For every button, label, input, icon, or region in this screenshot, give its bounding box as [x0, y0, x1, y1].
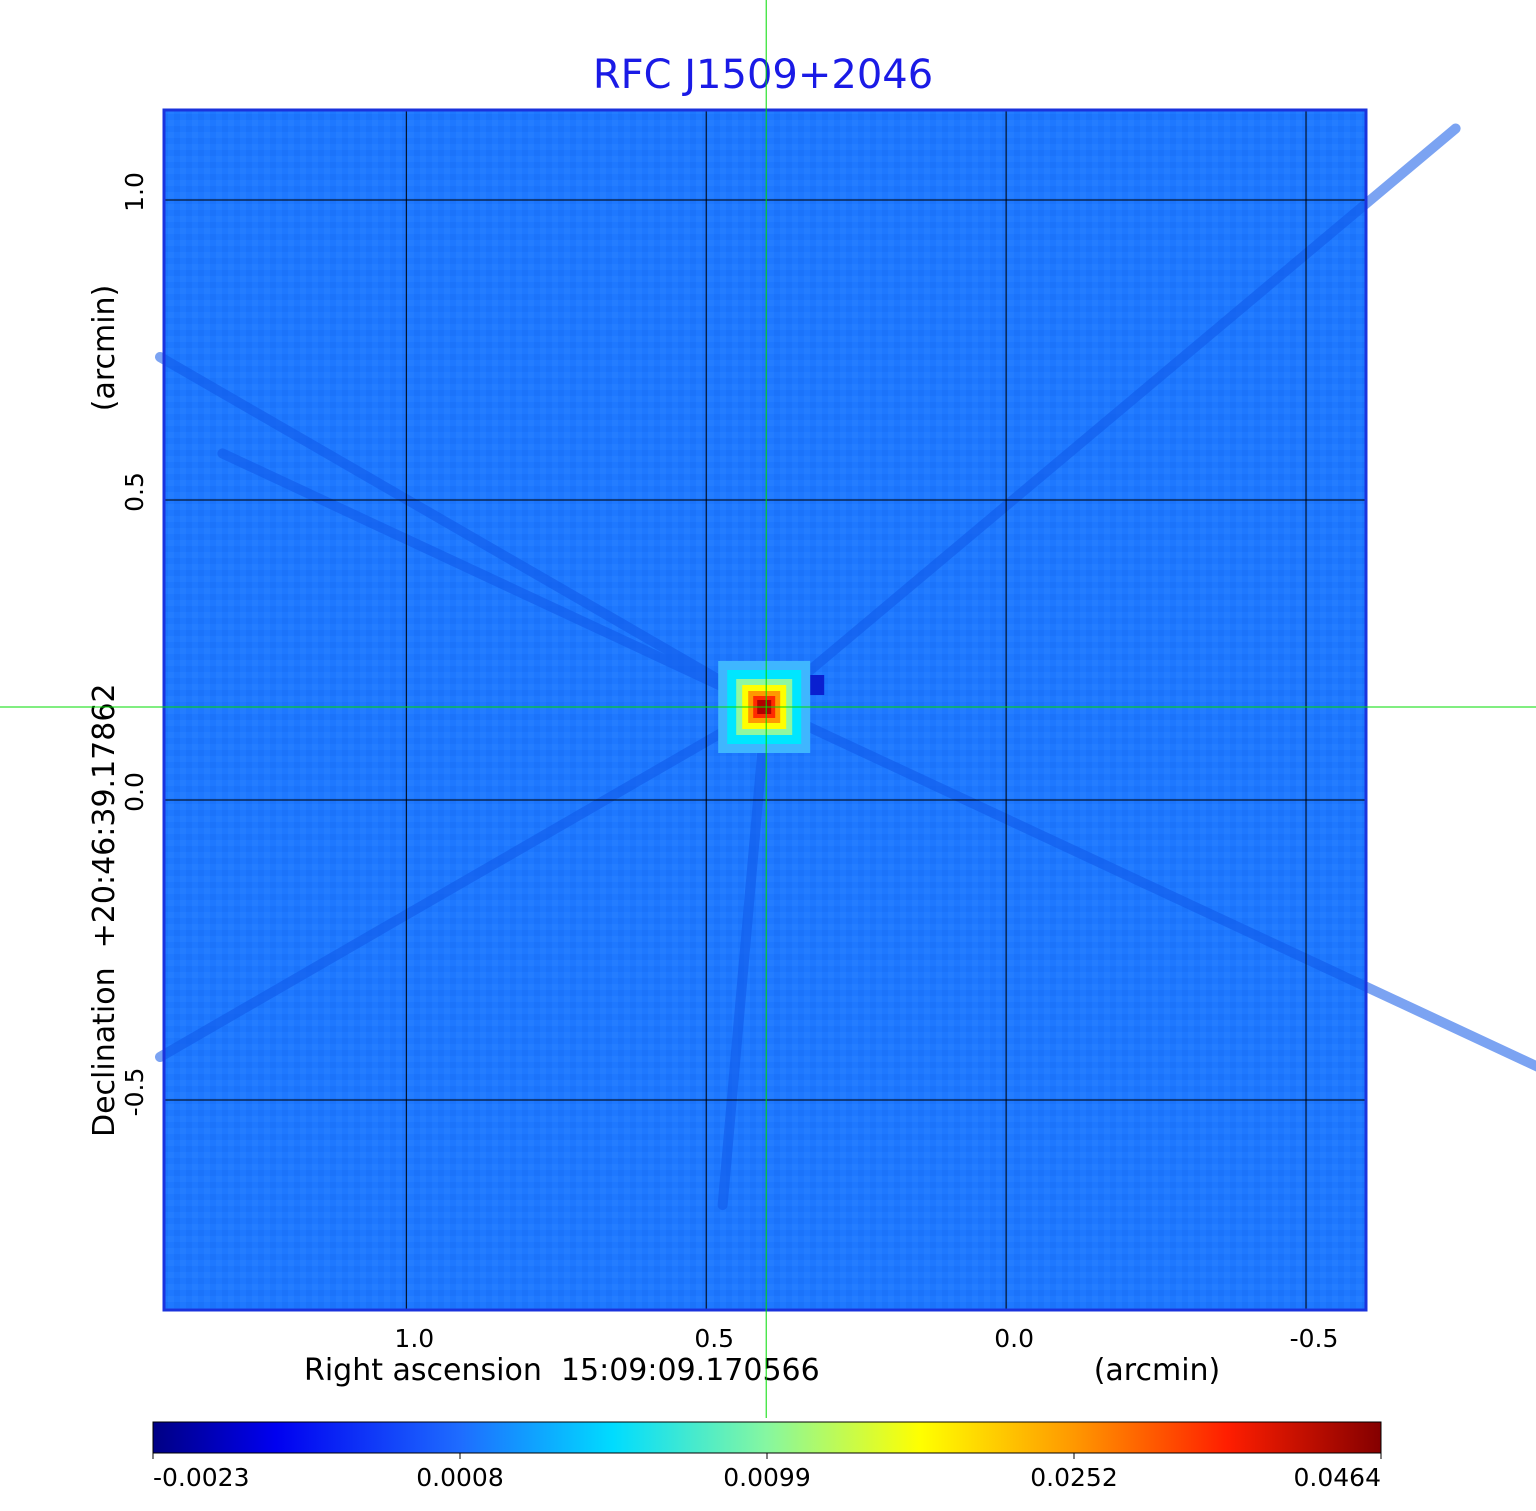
coordinate-grid — [164, 110, 1366, 1310]
plot-frame — [162, 108, 1368, 1312]
y-tick-label: 0.0 — [120, 772, 149, 812]
sidelobe-streak — [717, 702, 772, 1211]
sidelobe-streak — [154, 702, 772, 1062]
sidelobe-pattern — [154, 123, 1536, 1211]
y-axis-ticks: 1.0 0.5 0.0 -0.5 — [120, 172, 149, 1116]
colorbar-tick-label: 0.0464 — [1294, 1463, 1381, 1492]
sidelobe-streak — [154, 352, 772, 712]
x-axis-label: Right ascension 15:09:09.170566 — [304, 1353, 820, 1388]
colorbar — [152, 1421, 1382, 1454]
x-axis-ticks: 1.0 0.5 0.0 -0.5 — [394, 1324, 1338, 1353]
y-axis-unit: (arcmin) — [87, 285, 122, 412]
y-tick-label: 0.5 — [120, 472, 149, 512]
sidelobe-streak — [217, 448, 772, 712]
chart-title: RFC J1509+2046 — [593, 52, 933, 98]
y-tick-label: -0.5 — [120, 1068, 149, 1117]
crosshair — [0, 0, 1536, 1418]
y-axis-label: Declination +20:46:39.17862 — [87, 683, 122, 1137]
x-tick-label: 0.5 — [694, 1324, 734, 1353]
sidelobe-streak — [761, 123, 1461, 712]
x-axis-unit: (arcmin) — [1094, 1353, 1221, 1388]
sidelobe-streak — [761, 702, 1536, 1072]
colorbar-tick-label: -0.0023 — [153, 1463, 250, 1492]
colorbar-tick-label: 0.0008 — [416, 1463, 503, 1492]
x-tick-label: 1.0 — [394, 1324, 434, 1353]
x-tick-label: -0.5 — [1290, 1324, 1339, 1353]
y-tick-label: 1.0 — [120, 172, 149, 212]
colorbar-tick-label: 0.0252 — [1030, 1463, 1117, 1492]
colorbar-tick-label: 0.0099 — [723, 1463, 810, 1492]
colorbar-ticks: -0.0023 0.0008 0.0099 0.0252 0.0464 — [152, 1453, 1382, 1492]
x-tick-label: 0.0 — [994, 1324, 1034, 1353]
